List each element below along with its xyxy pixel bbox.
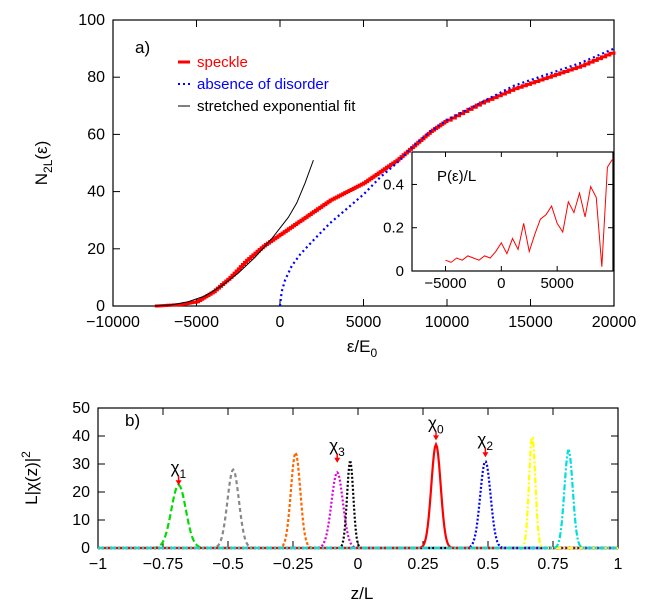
panel-b-frame: [97, 407, 619, 549]
series-absence-of-disorder: [278, 47, 615, 307]
panel-a-series: [154, 47, 616, 308]
peak-arrowhead-2: [433, 435, 439, 441]
panel-b-xtick-label: 0: [354, 556, 363, 573]
panel-b-ylabel-sup: 2: [19, 451, 33, 458]
panel-a-xtick-label: 5000: [346, 314, 382, 331]
legend-label-fit: stretched exponential fit: [197, 98, 356, 115]
panel-b-series: [98, 436, 618, 550]
inset: −5000 0 5000 0 0.2 0.4 P(ε)/L: [383, 151, 614, 292]
panel-b-xtick-label: 0.5: [477, 556, 499, 573]
panel-b-xtick-label: −1: [89, 556, 107, 573]
panel-a-xlabel-sub: 0: [370, 346, 377, 360]
peak-arrowhead-3: [482, 452, 489, 458]
panel-a-ylabel: N2L(ε): [32, 141, 55, 186]
panel-b-ytick-label: 40: [72, 428, 90, 445]
panel-a-xtick-label: 20000: [592, 314, 637, 331]
mode-curve-3: [98, 470, 618, 550]
panel-b-ylabel-main: L|χ(z)|: [22, 458, 41, 505]
panel-a-xtick-label: 0: [276, 314, 285, 331]
mode-curve-1: [98, 467, 618, 550]
panel-b-xtick-label: 1: [614, 556, 623, 573]
panel-a-xlabel: ε/E0: [347, 337, 378, 360]
inset-ticks: −5000 0 5000 0 0.2 0.4: [383, 152, 613, 292]
legend-label-absence: absence of disorder: [197, 76, 329, 93]
peak-label-2: χ0: [428, 413, 444, 436]
panel-a-ticks: −10000 −5000 0 5000 10000 15000 20000020406080…: [78, 12, 636, 331]
inset-series: [445, 158, 614, 267]
panel-b-xtick-label: −0.5: [212, 556, 244, 573]
peak-label-3: χ2: [477, 430, 493, 453]
peak-arrowhead-1: [334, 457, 341, 463]
panel-a-xtick-label: −10000: [86, 314, 140, 331]
panel-b-ytick-label: 30: [72, 456, 90, 473]
inset-xtick-label: −5000: [424, 275, 466, 292]
panel-b: −1 −0.75 −0.5 −0.25 0 0.25 0.5 0.75 101020304050…: [19, 400, 623, 603]
panel-a-label: a): [135, 38, 150, 57]
panel-b-xtick-label: 0.75: [537, 556, 568, 573]
inset-ytick-label: 0: [396, 263, 404, 280]
panel-a-ytick-label: 100: [78, 12, 105, 29]
panel-a-xtick-label: 15000: [508, 314, 553, 331]
panel-b-xlabel: z/L: [351, 584, 374, 603]
legend-label-speckle: speckle: [197, 54, 248, 71]
panel-b-annotations: χ1 χ3 χ0 χ2: [171, 413, 493, 486]
panel-b-ytick-label: 0: [81, 540, 90, 557]
peak-label-1: χ3: [329, 436, 345, 459]
inset-ytick-label: 0.2: [383, 220, 404, 237]
peak-label-0: χ1: [171, 458, 187, 481]
panel-b-ytick-label: 50: [72, 400, 90, 417]
panel-b-label: b): [125, 411, 140, 430]
panel-a-ylabel-main: N: [32, 173, 51, 185]
legend: speckle absence of disorder stretched ex…: [178, 54, 356, 115]
panel-a-ytick-label: 0: [96, 298, 105, 315]
panel-b-xtick-label: −0.25: [273, 556, 314, 573]
inset-frame: [411, 151, 614, 272]
mode-curve-8: [98, 449, 618, 550]
panel-a-xtick-label: 10000: [425, 314, 470, 331]
inset-ylabel: P(ε)/L: [437, 168, 476, 185]
inset-series-line: [445, 158, 614, 267]
panel-b-ytick-label: 10: [72, 512, 90, 529]
series-stretched-exponential-fit: [154, 159, 314, 307]
panel-a-ytick-label: 80: [87, 69, 105, 86]
peak-arrowhead-0: [175, 480, 182, 486]
panel-a: −10000 −5000 0 5000 10000 15000 20000020406080…: [32, 12, 636, 360]
panel-a-ylabel-suffix: (ε): [32, 141, 51, 160]
inset-xtick-label: 5000: [540, 275, 573, 292]
panel-a-xlabel-main: ε/E: [347, 337, 371, 356]
panel-a-xtick-label: −5000: [174, 314, 219, 331]
inset-xtick-label: 0: [497, 275, 505, 292]
panel-a-ylabel-sub: 2L: [41, 159, 55, 173]
panel-a-ytick-label: 20: [87, 241, 105, 258]
panel-b-ylabel: L|χ(z)|2: [19, 451, 41, 505]
panel-b-ytick-label: 20: [72, 484, 90, 501]
inset-ytick-label: 0.4: [383, 176, 404, 193]
panel-a-ytick-label: 40: [87, 184, 105, 201]
panel-b-xtick-label: −0.75: [143, 556, 184, 573]
panel-b-xtick-label: 0.25: [407, 556, 438, 573]
panel-a-ytick-label: 60: [87, 126, 105, 143]
